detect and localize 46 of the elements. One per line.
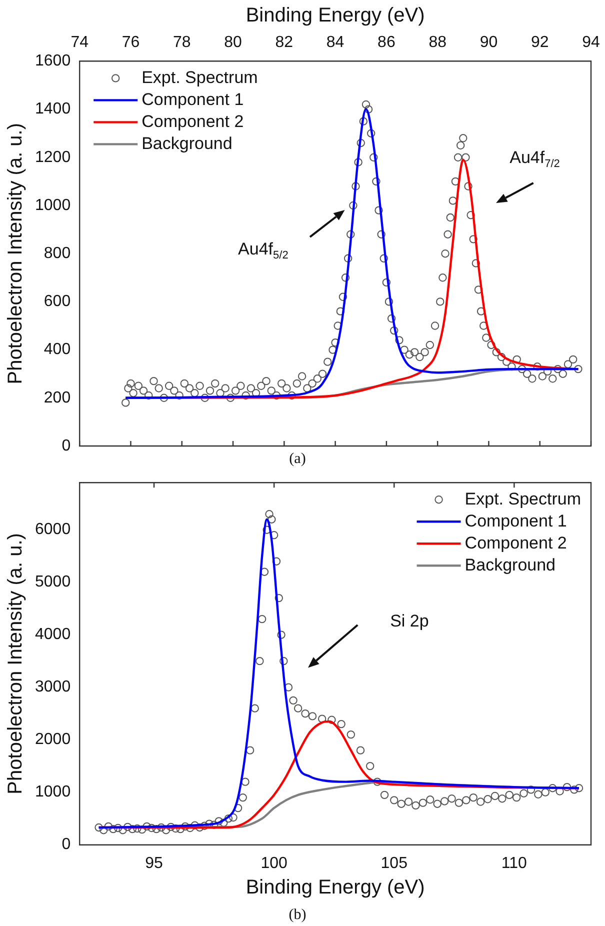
y-tick-label: 800: [44, 245, 71, 262]
legend-label: Expt. Spectrum: [464, 489, 582, 508]
x-tick-label: 86: [378, 34, 396, 52]
x-tick-label: 105: [380, 854, 408, 872]
annotation: Si 2p: [390, 611, 429, 630]
x-axis-title: Binding Energy (eV): [246, 876, 425, 899]
y-tick-label: 0: [62, 836, 71, 854]
y-tick-label: 200: [44, 389, 71, 406]
y-tick-label: 3000: [35, 678, 71, 696]
x-tick-label: 78: [172, 34, 191, 52]
y-axis-title: Photoelectron Intensity (a. u.): [4, 122, 27, 384]
y-tick-label: 0: [62, 437, 71, 454]
x-tick-label: 80: [224, 34, 242, 52]
x-tick-label: 88: [428, 34, 447, 52]
x-tick-label: 100: [260, 854, 288, 872]
y-tick-label: 1000: [35, 196, 71, 214]
y-tick-label: 2000: [35, 731, 71, 748]
y-tick-label: 4000: [35, 626, 71, 644]
x-tick-label: 94: [582, 34, 600, 52]
x-tick-label: 95: [145, 854, 164, 872]
y-tick-label: 1000: [35, 784, 71, 801]
x-tick-label: 90: [480, 34, 498, 52]
y-tick-label: 1600: [35, 52, 71, 70]
legend-label: Component 1: [142, 90, 244, 109]
y-tick-label: 600: [44, 293, 71, 310]
x-tick-label: 84: [326, 34, 344, 52]
y-tick-label: 1200: [35, 148, 71, 166]
y-tick-label: 6000: [35, 521, 71, 538]
x-tick-label: 76: [122, 34, 140, 52]
y-tick-label: 5000: [35, 574, 71, 591]
legend-label: Component 2: [464, 533, 567, 552]
x-tick-label: 82: [275, 34, 294, 52]
x-tick-label: 74: [70, 34, 89, 52]
x-tick-label: 110: [501, 854, 528, 872]
legend-label: Expt. Spectrum: [142, 68, 258, 87]
y-tick-label: 400: [44, 341, 71, 358]
legend-label: Background: [464, 555, 556, 574]
text: (b): [288, 906, 306, 923]
y-tick-label: 1400: [35, 100, 71, 118]
legend-label: Component 2: [142, 112, 244, 131]
text: (a): [289, 450, 306, 467]
x-tick-label: 92: [530, 34, 549, 52]
y-axis-title: Photoelectron Intensity (a. u.): [4, 533, 27, 794]
legend-label: Component 1: [464, 511, 567, 530]
x-axis-title: Binding Energy (eV): [246, 4, 425, 27]
legend-label: Background: [142, 134, 232, 153]
